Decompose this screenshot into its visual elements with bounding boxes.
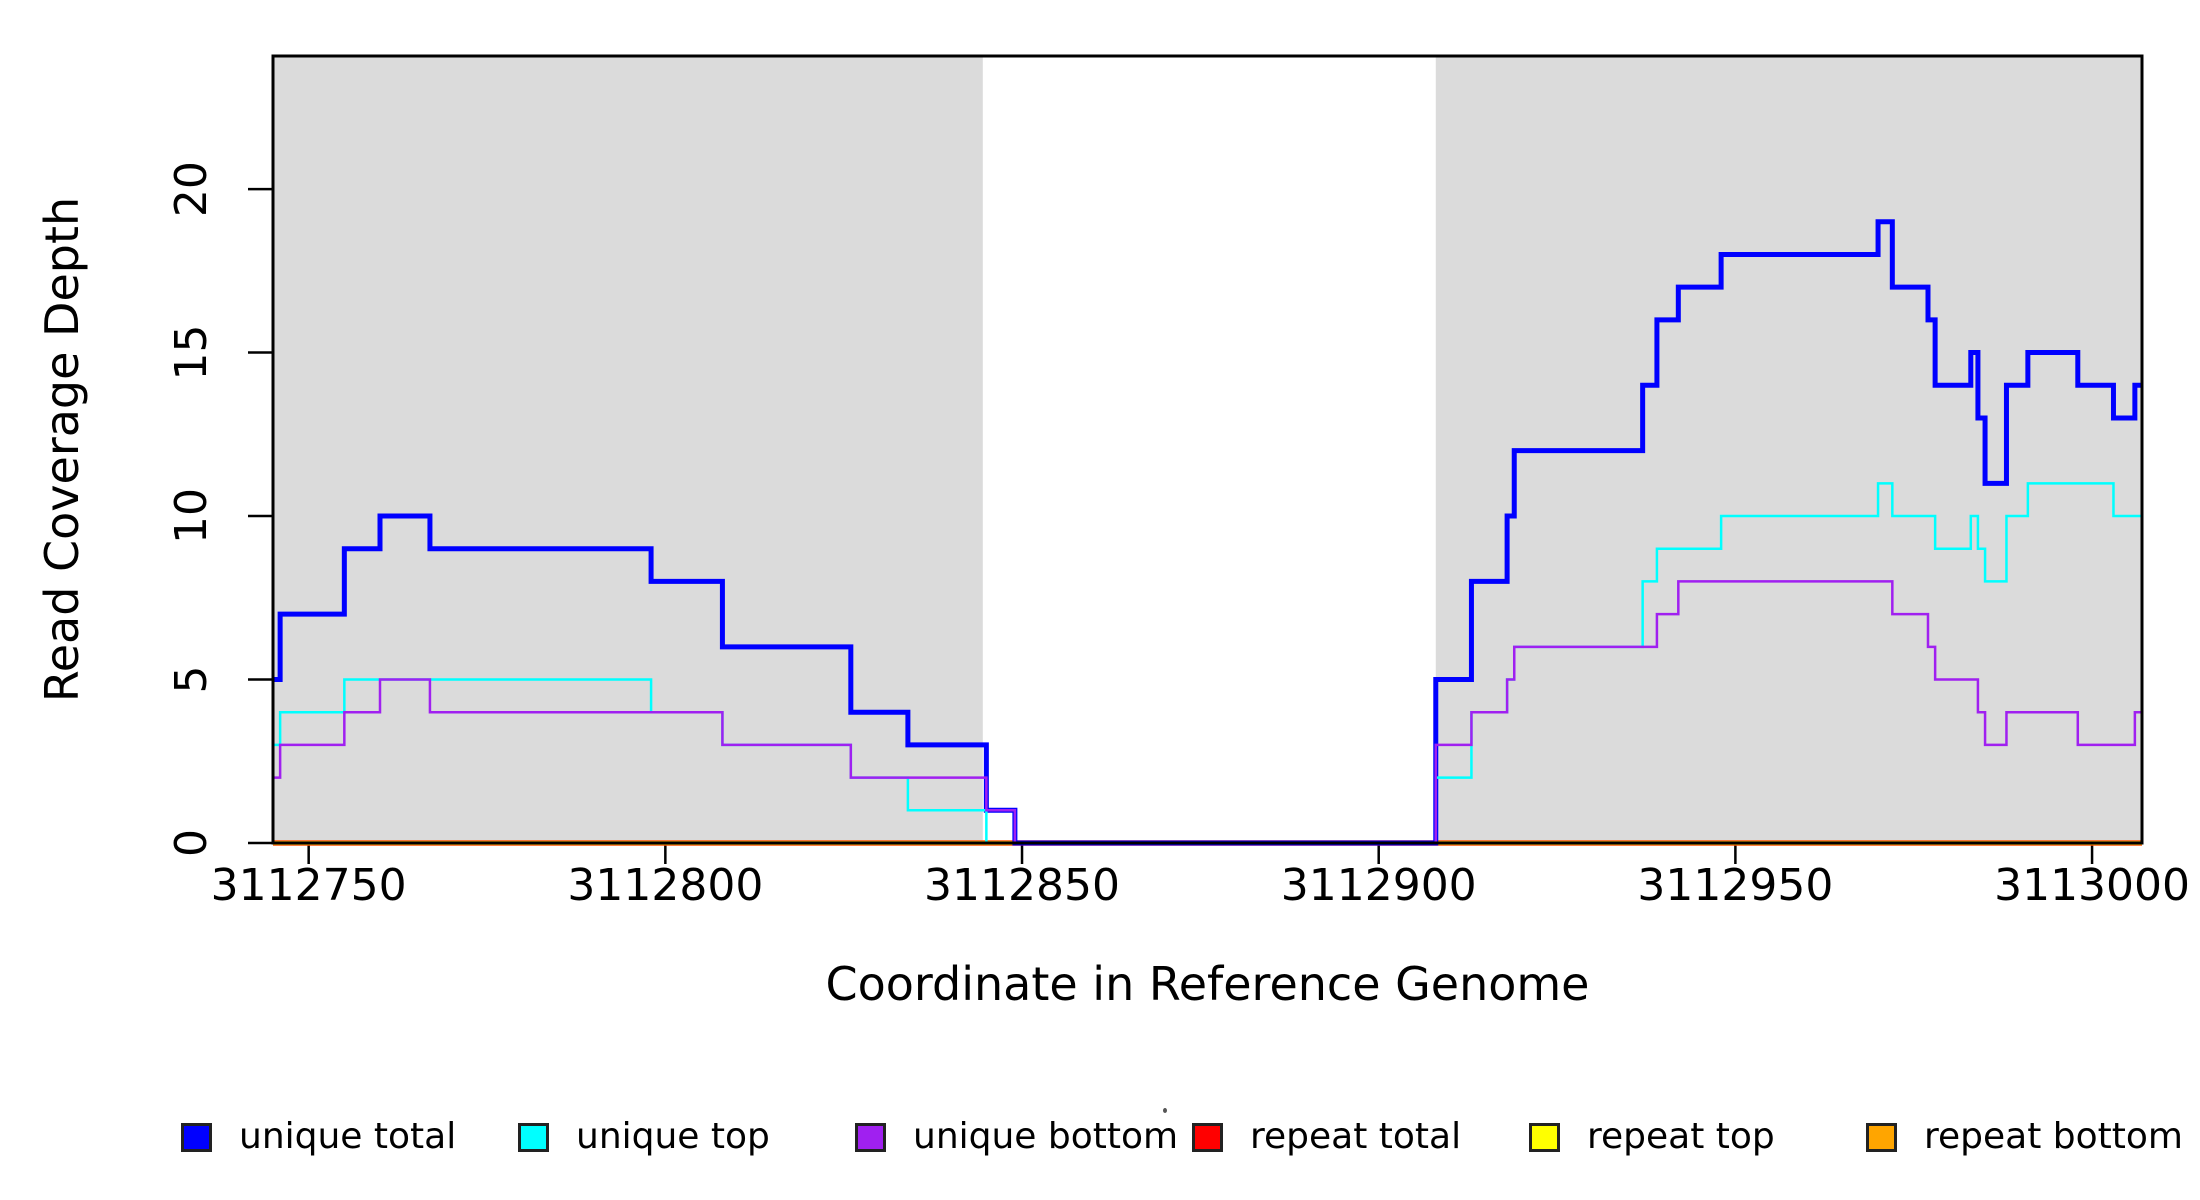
legend-label-repeat-bottom: repeat bottom [1924, 1116, 2183, 1157]
legend-item-repeat-top: repeat top [1529, 1119, 1775, 1155]
series-unique-bottom [273, 580, 2142, 845]
y-axis-title: Read Coverage Depth [35, 197, 89, 702]
repeat-total-swatch-icon [1192, 1122, 1223, 1152]
y-axis-tick-label: 20 [166, 161, 217, 217]
legend-item-repeat-total: repeat total [1192, 1119, 1461, 1155]
y-axis-tick-label: 15 [166, 325, 217, 381]
x-axis-tick-label: 3112850 [924, 860, 1120, 911]
unique-top-swatch-icon [518, 1122, 549, 1152]
x-axis-tick-label: 3112900 [1281, 860, 1477, 911]
stray-mark-artifact [1163, 1108, 1167, 1113]
legend-label-repeat-top: repeat top [1587, 1116, 1775, 1157]
series-unique-total [273, 219, 2142, 846]
y-axis-tick-label: 0 [166, 829, 217, 857]
legend-item-unique-top: unique top [518, 1119, 770, 1155]
y-axis-tick-label: 5 [166, 666, 217, 694]
plot-border [271, 54, 2144, 845]
unique-total-swatch-icon [181, 1122, 212, 1152]
legend-label-unique-total: unique total [239, 1116, 457, 1157]
x-axis-tick-label: 3113000 [1994, 860, 2190, 911]
legend-item-unique-total: unique total [181, 1119, 456, 1155]
legend-item-unique-bottom: unique bottom [855, 1119, 1178, 1155]
y-axis-tick-label: 10 [166, 488, 217, 544]
legend-item-repeat-bottom: repeat bottom [1866, 1119, 2183, 1155]
x-axis-tick-label: 3112750 [211, 860, 407, 911]
repeat-top-swatch-icon [1529, 1122, 1560, 1152]
legend-label-unique-top: unique top [576, 1116, 770, 1157]
legend-label-unique-bottom: unique bottom [913, 1116, 1179, 1157]
unique-bottom-swatch-icon [855, 1122, 886, 1152]
x-axis-tick-label: 3112800 [567, 860, 763, 911]
x-axis-tick-label: 3112950 [1637, 860, 1833, 911]
repeat-bottom-swatch-icon [1866, 1122, 1897, 1152]
legend-label-repeat-total: repeat total [1250, 1116, 1462, 1157]
shaded-region [273, 56, 983, 843]
x-axis-title: Coordinate in Reference Genome [826, 957, 1590, 1011]
